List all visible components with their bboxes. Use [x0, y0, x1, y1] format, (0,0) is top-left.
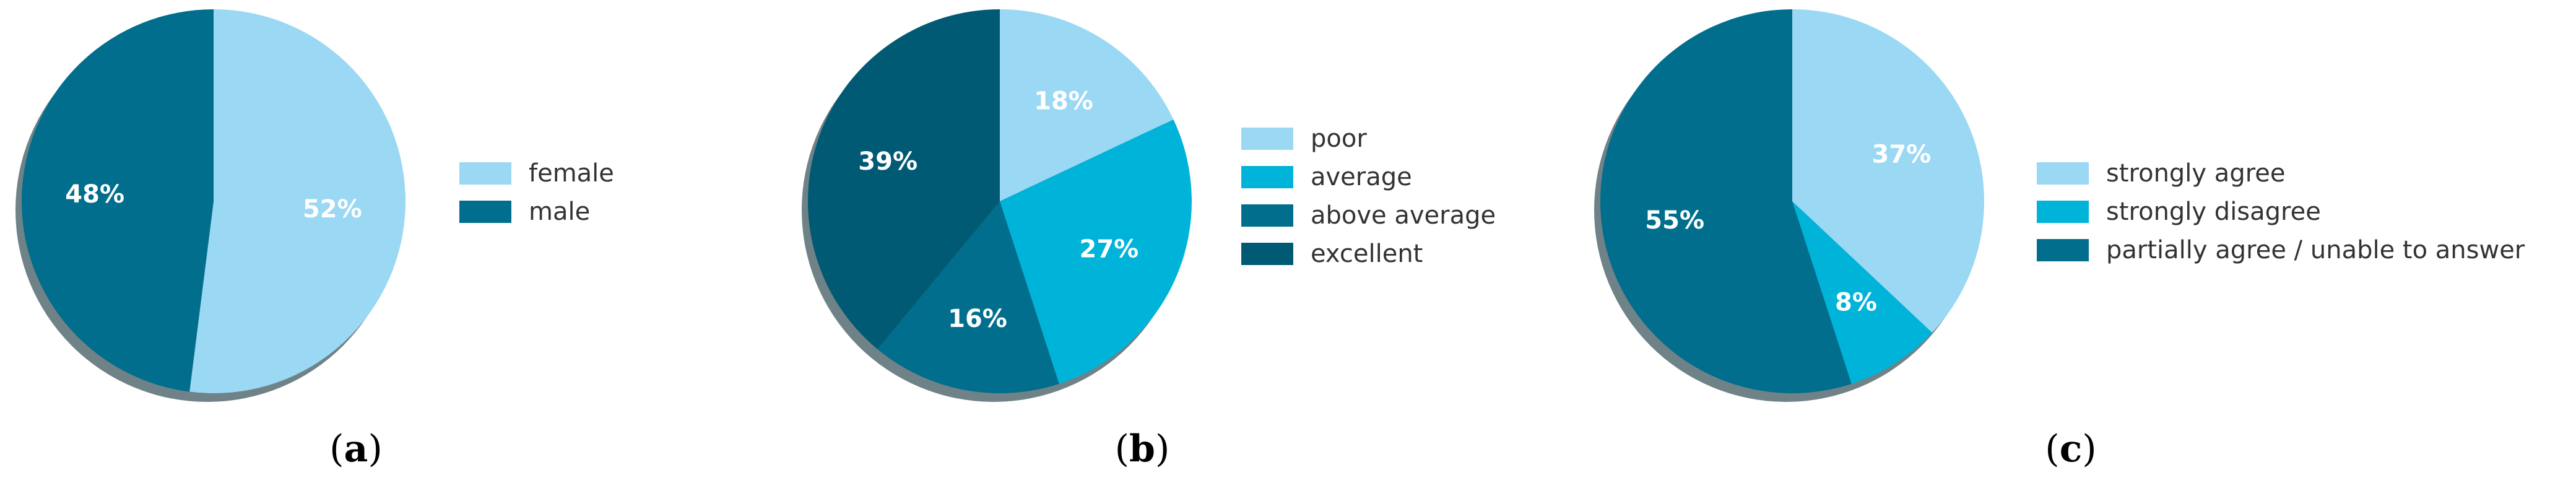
pie-slice-1-1: [1000, 120, 1192, 384]
pie-slice-1-0: [1000, 9, 1174, 201]
pie-label-2-0: 37%: [1872, 141, 1932, 169]
pie-label-0-0: 52%: [303, 195, 362, 224]
pie-slice-2-2: [1600, 9, 1852, 393]
legend-label-1-3: excellent: [1311, 240, 1423, 268]
legend-label-2-2: partially agree / unable to answer: [2106, 236, 2525, 264]
legend-label-2-0: strongly agree: [2106, 159, 2286, 188]
legend-0: female male: [459, 159, 614, 226]
legend-2: strongly agree strongly disagree partially…: [2037, 159, 2525, 264]
caption-0: (a): [329, 427, 383, 471]
pie-slice-2-0: [1792, 9, 1984, 333]
legend-label-0-0: female: [529, 159, 614, 188]
pie-label-1-3: 39%: [858, 147, 917, 176]
caption-2: (c): [2045, 427, 2096, 471]
pie-label-2-1: 8%: [1835, 288, 1877, 316]
legend-label-2-1: strongly disagree: [2106, 198, 2321, 226]
pie-slice-1-2: [877, 201, 1059, 393]
pie-chart-0: 52% 48%: [15, 9, 405, 402]
caption-1: (b): [1115, 427, 1170, 471]
pie-chart-1: 18% 27% 16% 39%: [802, 9, 1192, 402]
pie-label-2-2: 55%: [1645, 206, 1704, 235]
legend-swatch-0-1: [459, 201, 511, 223]
pie-label-1-1: 27%: [1080, 235, 1139, 263]
legend-swatch-2-1: [2037, 201, 2089, 223]
legend-swatch-1-0: [1241, 128, 1293, 150]
legend-swatch-1-2: [1241, 204, 1293, 227]
legend-1: poor average above average excellent: [1241, 124, 1496, 268]
legend-label-1-1: average: [1311, 163, 1412, 191]
pie-label-1-0: 18%: [1034, 87, 1093, 116]
legend-label-1-0: poor: [1311, 124, 1367, 153]
pie-slice-0-0: [189, 9, 405, 393]
legend-label-1-2: above average: [1311, 201, 1496, 230]
legend-swatch-1-1: [1241, 166, 1293, 188]
pie-chart-2: 37% 8% 55%: [1594, 9, 1984, 402]
pie-label-0-1: 48%: [65, 180, 124, 209]
pie-label-1-2: 16%: [948, 305, 1007, 333]
pie-slice-0-1: [21, 9, 214, 392]
legend-swatch-0-0: [459, 162, 511, 185]
pie-slice-2-1: [1792, 201, 1932, 384]
pie-slice-1-3: [808, 9, 1000, 349]
legend-swatch-2-0: [2037, 162, 2089, 185]
legend-swatch-2-2: [2037, 239, 2089, 261]
legend-label-0-1: male: [529, 198, 590, 226]
legend-swatch-1-3: [1241, 243, 1293, 265]
